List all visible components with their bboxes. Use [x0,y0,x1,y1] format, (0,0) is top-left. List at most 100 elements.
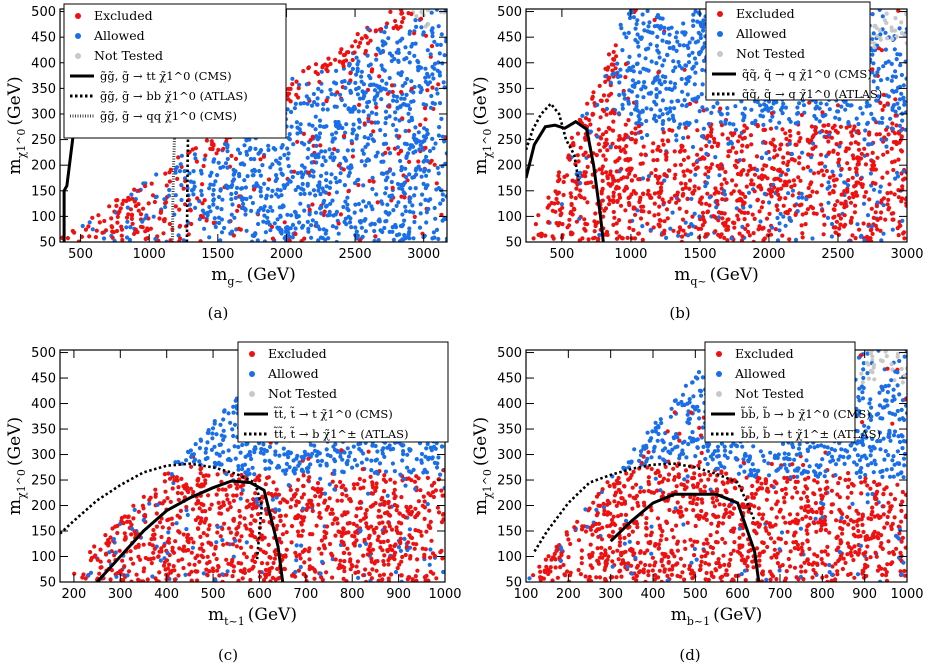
point-allowed [629,89,635,94]
point-excluded [377,74,382,79]
point-excluded [792,183,797,188]
point-excluded [824,168,830,174]
point-excluded [167,170,172,175]
point-excluded [696,186,701,191]
point-allowed [423,186,428,191]
point-excluded [129,213,134,218]
point-allowed [220,538,225,543]
point-excluded [176,497,181,502]
point-excluded [866,222,871,227]
point-allowed [436,455,441,460]
point-allowed [305,101,310,106]
point-allowed [399,168,404,173]
point-allowed [441,80,446,85]
point-allowed [729,236,734,241]
point-excluded [616,137,621,142]
point-allowed [262,181,267,186]
point-excluded [83,227,88,232]
point-allowed [296,184,301,190]
point-excluded [327,191,332,196]
point-allowed [319,211,324,216]
point-allowed [824,154,829,159]
point-excluded [683,125,688,130]
point-excluded [157,520,163,525]
point-allowed [237,174,242,179]
point-excluded [774,203,779,209]
point-excluded [273,552,278,557]
point-excluded [586,154,591,159]
point-allowed [787,215,792,220]
point-allowed [425,159,430,164]
point-excluded [338,50,343,55]
point-excluded [301,69,306,74]
point-allowed [332,80,337,85]
point-not_tested [882,18,888,23]
point-excluded [567,223,572,228]
point-allowed [205,440,210,445]
point-allowed [635,18,640,23]
point-allowed [880,116,885,121]
point-allowed [440,61,445,66]
point-excluded [416,510,421,516]
point-allowed [413,149,418,154]
point-excluded [399,194,404,199]
point-excluded [129,532,134,537]
point-allowed [644,67,649,72]
point-excluded [138,224,144,229]
point-excluded [374,481,379,486]
point-allowed [829,221,835,227]
point-excluded [631,227,636,233]
point-excluded [358,518,363,523]
point-allowed [883,30,888,35]
point-allowed [407,199,412,204]
point-excluded [339,47,344,52]
point-allowed [813,100,818,105]
point-excluded [352,50,357,55]
point-excluded [637,197,643,202]
point-allowed [825,215,831,220]
point-allowed [691,23,696,28]
point-excluded [93,235,98,240]
point-excluded [658,185,664,190]
point-allowed [685,92,690,97]
point-excluded [129,216,134,221]
point-excluded [703,172,708,177]
point-allowed [664,40,669,45]
point-allowed [411,99,416,104]
point-excluded [760,167,765,172]
point-excluded [614,169,619,174]
point-excluded [207,523,212,528]
point-excluded [633,9,638,13]
point-allowed [588,129,594,134]
point-allowed [438,201,443,206]
point-excluded [623,122,628,127]
point-allowed [423,167,428,172]
point-excluded [198,239,203,242]
point-excluded [869,239,874,242]
point-allowed [790,188,796,193]
point-excluded [115,220,120,225]
point-excluded [205,554,210,559]
point-allowed [213,224,218,230]
point-allowed [362,94,367,99]
point-excluded [388,544,393,549]
point-excluded [656,70,661,75]
point-allowed [254,181,259,186]
point-allowed [413,186,418,191]
point-excluded [598,115,603,120]
point-excluded [258,157,263,162]
point-allowed [345,148,350,153]
point-excluded [633,126,638,131]
point-allowed [899,91,904,96]
point-allowed [393,116,398,121]
point-allowed [272,221,277,226]
point-excluded [737,189,742,194]
point-allowed [354,236,359,241]
point-excluded [656,222,661,227]
point-excluded [658,188,664,193]
point-allowed [394,128,399,133]
point-excluded [177,515,182,520]
point-allowed [381,141,386,147]
point-excluded [661,130,666,135]
point-allowed [627,15,633,21]
